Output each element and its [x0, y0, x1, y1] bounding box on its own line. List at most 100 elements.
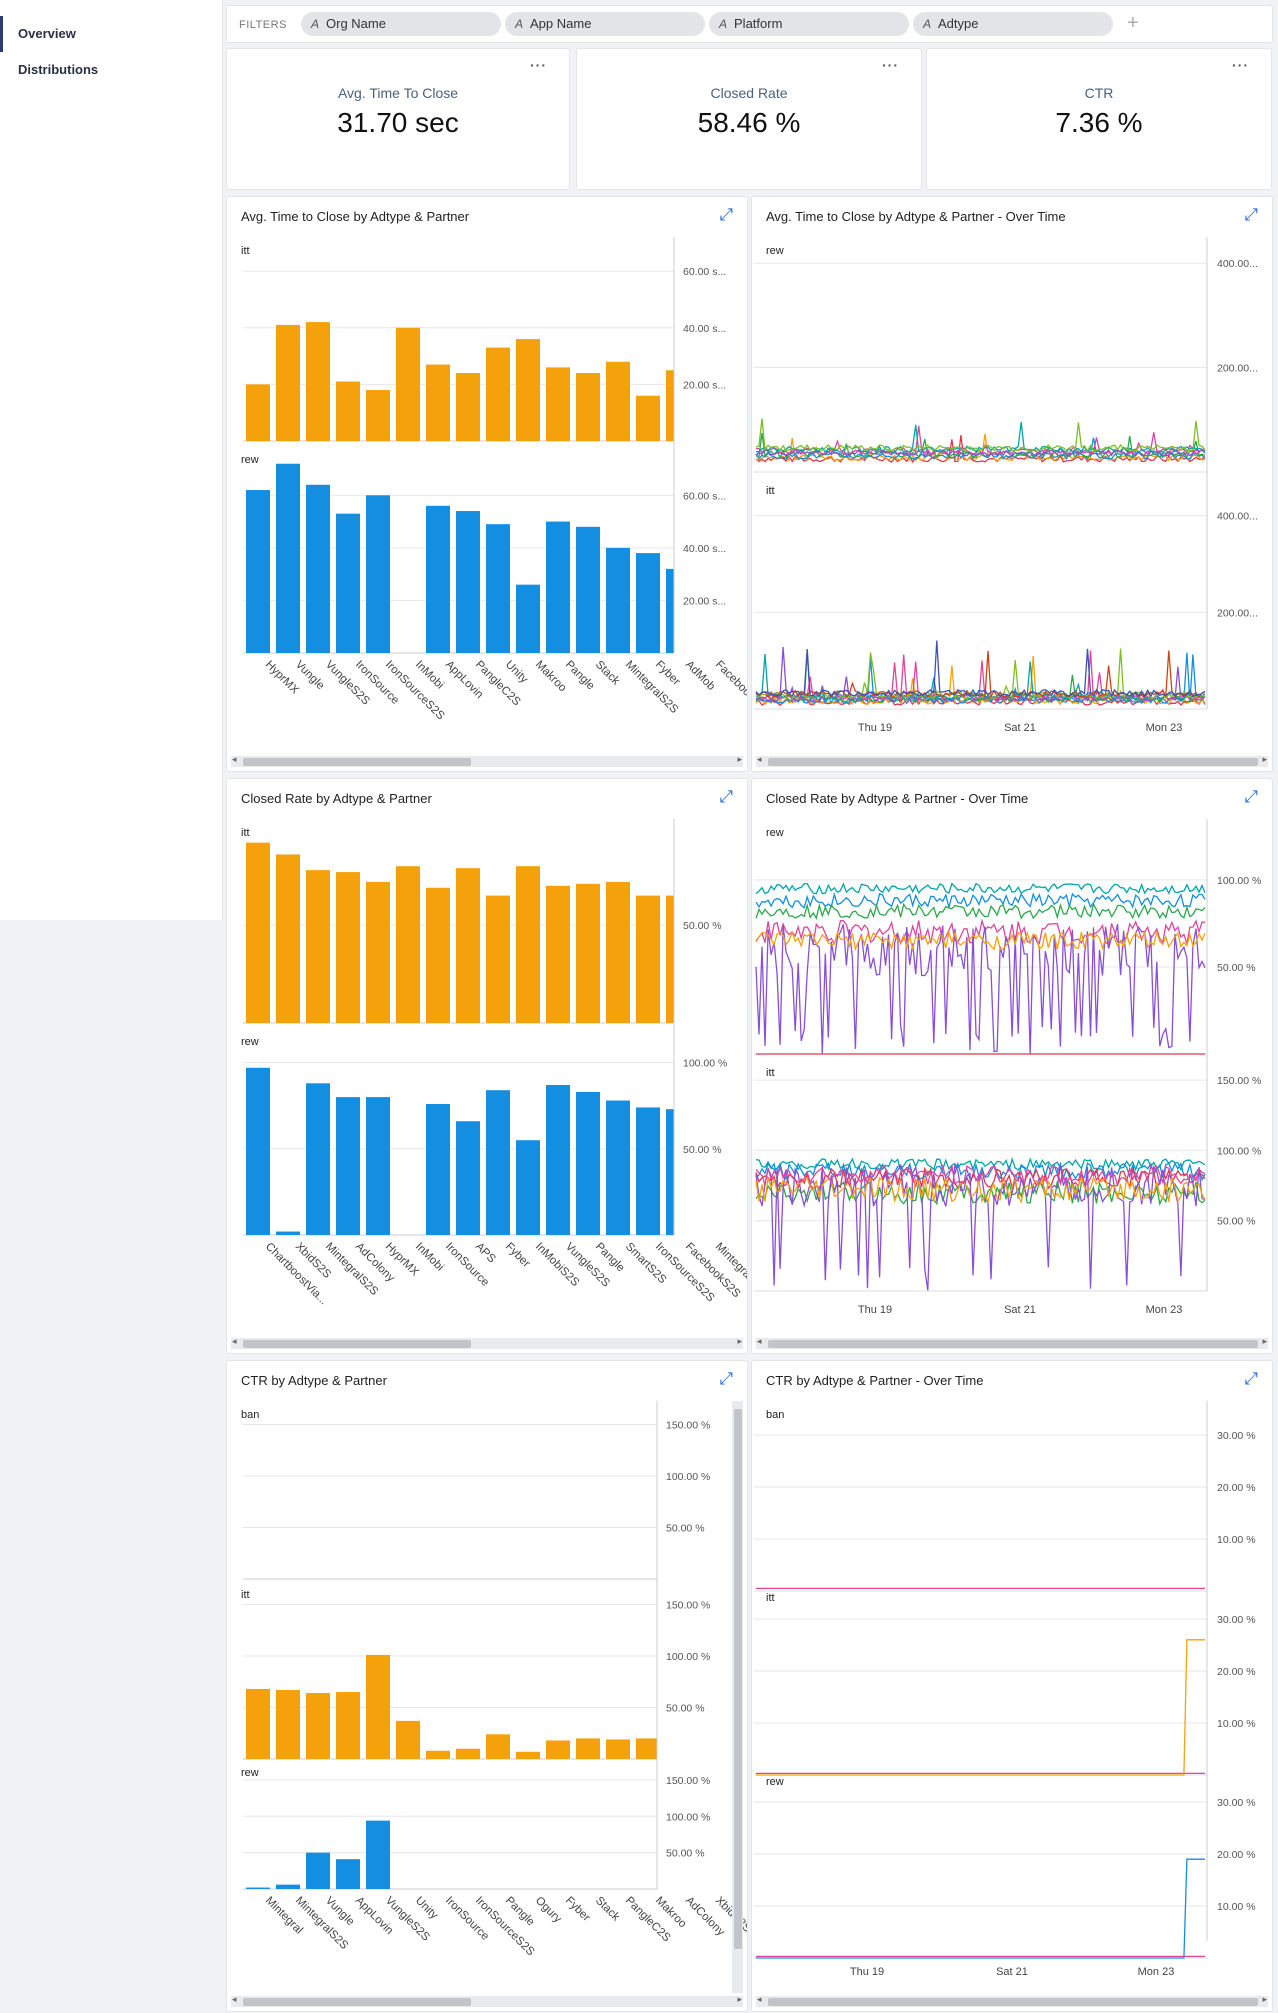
- bar: [516, 866, 540, 1023]
- scroll-right-icon[interactable]: ▸: [1262, 754, 1267, 764]
- bar: [456, 511, 480, 653]
- scroll-thumb[interactable]: [768, 758, 1258, 766]
- bar: [276, 324, 300, 441]
- expand-icon[interactable]: ⤢: [1244, 1369, 1258, 1388]
- bar: [576, 526, 600, 653]
- scroll-thumb[interactable]: [768, 1340, 1258, 1348]
- scroll-left-icon[interactable]: ◂: [232, 1994, 237, 2004]
- scroll-left-icon[interactable]: ◂: [757, 1994, 762, 2004]
- y-tick-label: 100.00 %: [666, 1811, 710, 1823]
- scroll-left-icon[interactable]: ◂: [232, 1336, 237, 1346]
- scroll-right-icon[interactable]: ▸: [1262, 1994, 1267, 2004]
- x-category-label: MintegralS2S: [623, 659, 681, 717]
- filter-pill-platform[interactable]: A Platform: [709, 12, 909, 36]
- filter-pill-adtype[interactable]: A Adtype: [913, 12, 1113, 36]
- vertical-scrollbar[interactable]: [732, 1401, 743, 1993]
- horizontal-scrollbar[interactable]: ◂ ▸: [756, 1336, 1268, 1349]
- scroll-right-icon[interactable]: ▸: [1262, 1336, 1267, 1346]
- scroll-right-icon[interactable]: ▸: [737, 754, 742, 764]
- bar: [306, 484, 330, 653]
- facet-label: itt: [766, 1067, 775, 1079]
- bar: [546, 885, 570, 1023]
- bar: [246, 1887, 270, 1889]
- scroll-thumb[interactable]: [243, 758, 471, 766]
- bar: [576, 1738, 600, 1759]
- sidebar-item-distributions[interactable]: Distributions: [18, 62, 99, 77]
- facet-label: ban: [766, 1409, 784, 1421]
- bar: [456, 373, 480, 441]
- scroll-thumb[interactable]: [768, 1998, 1258, 2006]
- bar: [306, 1693, 330, 1759]
- add-filter-button[interactable]: +: [1127, 12, 1139, 34]
- more-menu-icon[interactable]: ···: [882, 57, 899, 73]
- bar: [396, 866, 420, 1023]
- bar: [636, 395, 660, 441]
- bar: [426, 505, 450, 653]
- horizontal-scrollbar[interactable]: ◂ ▸: [231, 1994, 743, 2007]
- horizontal-scrollbar[interactable]: ◂ ▸: [756, 1994, 1268, 2007]
- bar: [456, 868, 480, 1023]
- scroll-left-icon[interactable]: ◂: [232, 754, 237, 764]
- x-category-label: APS: [473, 1241, 498, 1266]
- bar: [666, 895, 674, 1023]
- bar: [486, 347, 510, 441]
- horizontal-scrollbar[interactable]: ◂ ▸: [756, 754, 1268, 767]
- y-tick-label: 200.00...: [1217, 607, 1258, 619]
- y-tick-label: 40.00 s...: [683, 323, 726, 335]
- series-line: [755, 918, 1205, 946]
- line-chart: rew 100.00 % 50.00 % itt 150.00 % 100.00 % 50.…: [754, 819, 1261, 1316]
- scroll-left-icon[interactable]: ◂: [757, 1336, 762, 1346]
- bar-chart: itt 60.00 s... 40.00 s... 20.00 s... rew 60.0…: [241, 237, 747, 723]
- series-line: [755, 425, 1206, 456]
- sidebar-item-overview[interactable]: Overview: [0, 16, 222, 52]
- series-line: [755, 929, 1206, 952]
- y-tick-label: 30.00 %: [1217, 1797, 1256, 1809]
- series-line: [755, 435, 1206, 464]
- kpi-value: 7.36 %: [1055, 107, 1143, 138]
- scroll-thumb[interactable]: [243, 1340, 471, 1348]
- more-menu-icon[interactable]: ···: [1232, 57, 1249, 73]
- y-tick-label: 150.00 %: [666, 1419, 710, 1431]
- bar: [486, 1734, 510, 1759]
- y-tick-label: 100.00 %: [666, 1471, 710, 1483]
- series-line: [755, 1179, 1206, 1206]
- series-line: [755, 433, 1206, 462]
- chart-title: Avg. Time to Close by Adtype & Partner -…: [766, 209, 1066, 224]
- expand-icon[interactable]: ⤢: [719, 787, 733, 806]
- scroll-left-icon[interactable]: ◂: [757, 754, 762, 764]
- scroll-right-icon[interactable]: ▸: [737, 1994, 742, 2004]
- x-category-label: Unity: [503, 659, 530, 686]
- kpi-card-closed-rate: ··· Closed Rate 58.46 %: [576, 48, 922, 190]
- chart-title: CTR by Adtype & Partner - Over Time: [766, 1373, 984, 1388]
- kpi-title: CTR: [1084, 85, 1114, 101]
- expand-icon[interactable]: ⤢: [719, 1369, 733, 1388]
- bar: [306, 870, 330, 1023]
- kpi-title: Closed Rate: [710, 85, 788, 101]
- y-tick-label: 150.00 %: [666, 1775, 710, 1787]
- bar: [366, 1820, 390, 1889]
- expand-icon[interactable]: ⤢: [1244, 205, 1258, 224]
- scroll-right-icon[interactable]: ▸: [737, 1336, 742, 1346]
- x-tick-label: Mon 23: [1138, 1966, 1175, 1978]
- horizontal-scrollbar[interactable]: ◂ ▸: [231, 754, 743, 767]
- chart-title: Avg. Time to Close by Adtype & Partner: [241, 209, 470, 224]
- expand-icon[interactable]: ⤢: [1244, 787, 1258, 806]
- scroll-thumb[interactable]: [243, 1998, 471, 2006]
- expand-icon[interactable]: ⤢: [719, 205, 733, 224]
- more-menu-icon[interactable]: ···: [530, 57, 547, 73]
- y-tick-label: 20.00 %: [1217, 1666, 1256, 1678]
- kpi-value: 58.46 %: [697, 107, 801, 138]
- y-tick-label: 200.00...: [1217, 363, 1258, 375]
- scroll-thumb[interactable]: [734, 1409, 742, 1949]
- horizontal-scrollbar[interactable]: ◂ ▸: [231, 1336, 743, 1349]
- filter-pill-org-name[interactable]: A Org Name: [301, 12, 501, 36]
- bar: [336, 1692, 360, 1759]
- kpi-card-avg-time-to-close: ··· Avg. Time To Close 31.70 sec: [226, 48, 570, 190]
- filter-pill-app-name[interactable]: A App Name: [505, 12, 705, 36]
- series-line: [755, 418, 1206, 453]
- facet-label: ban: [241, 1409, 259, 1421]
- bar: [396, 327, 420, 441]
- y-tick-label: 30.00 %: [1217, 1614, 1256, 1626]
- bar: [486, 524, 510, 653]
